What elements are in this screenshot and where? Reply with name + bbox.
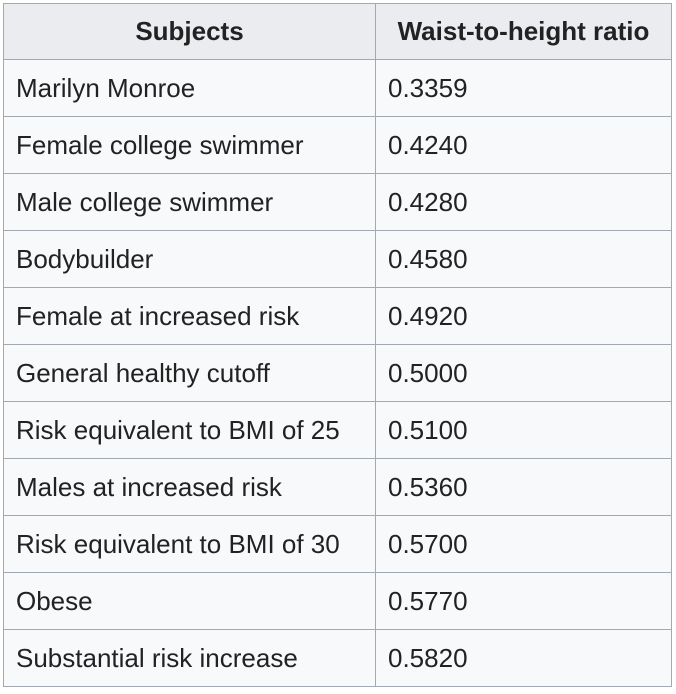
- subject-cell: Marilyn Monroe: [3, 59, 376, 117]
- table-row: Female college swimmer 0.4240: [3, 116, 672, 174]
- ratio-cell: 0.5820: [375, 629, 672, 687]
- table-row: Obese 0.5770: [3, 572, 672, 630]
- ratio-cell: 0.5100: [375, 401, 672, 459]
- ratio-cell: 0.3359: [375, 59, 672, 117]
- table-header-row: Subjects Waist-to-height ratio: [3, 3, 672, 60]
- waist-to-height-table: Subjects Waist-to-height ratio Marilyn M…: [3, 3, 672, 687]
- ratio-cell: 0.5000: [375, 344, 672, 402]
- subject-cell: Bodybuilder: [3, 230, 376, 288]
- subject-cell: General healthy cutoff: [3, 344, 376, 402]
- table-row: Female at increased risk 0.4920: [3, 287, 672, 345]
- subject-cell: Risk equivalent to BMI of 25: [3, 401, 376, 459]
- ratio-cell: 0.4580: [375, 230, 672, 288]
- table-row: Substantial risk increase 0.5820: [3, 629, 672, 687]
- table-row: Bodybuilder 0.4580: [3, 230, 672, 288]
- table-row: Risk equivalent to BMI of 25 0.5100: [3, 401, 672, 459]
- table-row: Male college swimmer 0.4280: [3, 173, 672, 231]
- subject-cell: Substantial risk increase: [3, 629, 376, 687]
- ratio-cell: 0.5360: [375, 458, 672, 516]
- table-row: Marilyn Monroe 0.3359: [3, 59, 672, 117]
- subject-cell: Risk equivalent to BMI of 30: [3, 515, 376, 573]
- ratio-cell: 0.5770: [375, 572, 672, 630]
- column-header-subjects: Subjects: [3, 3, 376, 60]
- subject-cell: Males at increased risk: [3, 458, 376, 516]
- subject-cell: Obese: [3, 572, 376, 630]
- column-header-ratio: Waist-to-height ratio: [375, 3, 672, 60]
- subject-cell: Female college swimmer: [3, 116, 376, 174]
- table-row: Risk equivalent to BMI of 30 0.5700: [3, 515, 672, 573]
- ratio-cell: 0.4280: [375, 173, 672, 231]
- ratio-cell: 0.5700: [375, 515, 672, 573]
- subject-cell: Female at increased risk: [3, 287, 376, 345]
- subject-cell: Male college swimmer: [3, 173, 376, 231]
- table-row: General healthy cutoff 0.5000: [3, 344, 672, 402]
- table-row: Males at increased risk 0.5360: [3, 458, 672, 516]
- ratio-cell: 0.4920: [375, 287, 672, 345]
- ratio-cell: 0.4240: [375, 116, 672, 174]
